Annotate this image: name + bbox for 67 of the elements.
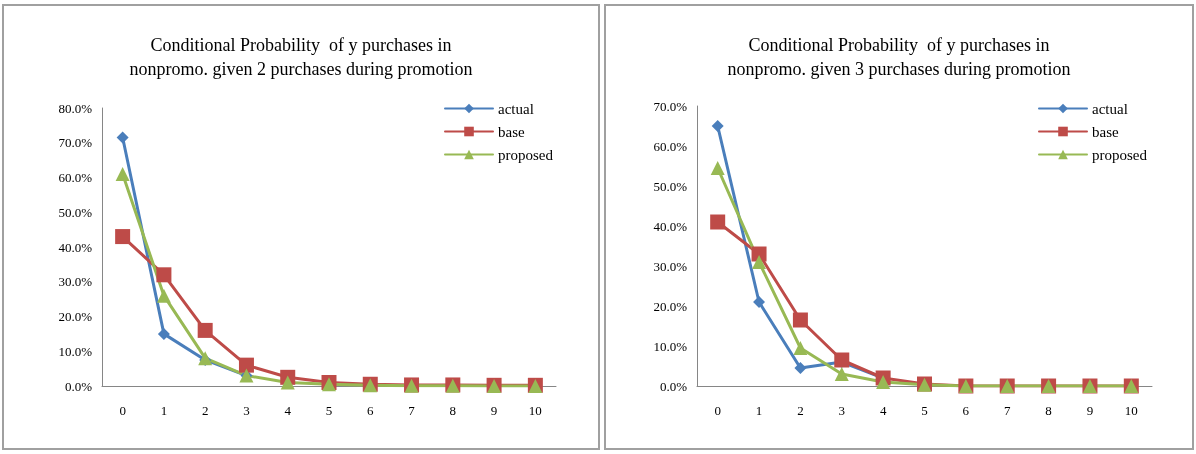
y-tick-label: 20.0% <box>653 298 688 314</box>
y-tick-label: 30.0% <box>653 258 688 274</box>
x-tick-label: 7 <box>1003 403 1011 418</box>
point <box>792 312 808 328</box>
x-tick-label: 7 <box>408 403 416 418</box>
x-tick-label: 6 <box>367 403 375 418</box>
point <box>794 362 807 374</box>
legend-label: proposed <box>1092 146 1148 163</box>
point <box>280 375 295 390</box>
chart-title: Conditional Probability of y purchases in nonpromo. given 2 purchases during promotion <box>129 35 473 79</box>
x-tick-label: 9 <box>1086 403 1094 418</box>
x-tick-label: 0 <box>119 403 126 418</box>
point <box>238 357 254 373</box>
x-tick-label: 10 <box>528 403 542 418</box>
point <box>753 296 766 308</box>
point <box>876 375 891 389</box>
point <box>115 229 131 245</box>
x-tick-label: 0 <box>714 403 721 418</box>
point <box>793 341 808 355</box>
x-tick-label: 6 <box>962 403 970 418</box>
point <box>710 161 725 175</box>
x-tick-label: 9 <box>490 403 498 418</box>
x-tick-label: 3 <box>838 403 846 418</box>
point <box>115 167 130 182</box>
point <box>197 322 213 338</box>
x-tick-label: 8 <box>1045 403 1052 418</box>
legend-label: base <box>1092 123 1119 140</box>
y-tick-label: 60.0% <box>653 138 688 154</box>
y-tick-label: 50.0% <box>653 178 688 194</box>
y-tick-label: 30.0% <box>58 274 93 290</box>
point <box>156 267 172 283</box>
x-tick-label: 5 <box>921 403 928 418</box>
chart-title: Conditional Probability of y purchases in nonpromo. given 3 purchases during promotion <box>727 35 1071 79</box>
x-tick-label: 5 <box>325 403 333 418</box>
point <box>752 255 767 269</box>
y-tick-label: 0.0% <box>659 378 688 394</box>
x-tick-label: 8 <box>449 403 457 418</box>
x-tick-label: 3 <box>243 403 250 418</box>
y-tick-label: 70.0% <box>58 135 93 151</box>
legend-label: proposed <box>498 146 554 163</box>
x-tick-label: 10 <box>1124 403 1138 418</box>
legend-label: actual <box>498 100 534 117</box>
point <box>156 288 171 303</box>
x-tick-label: 1 <box>755 403 763 418</box>
x-tick-label: 4 <box>284 403 292 418</box>
y-tick-label: 10.0% <box>58 343 93 359</box>
y-tick-label: 0.0% <box>64 378 93 394</box>
x-tick-label: 2 <box>201 403 209 418</box>
y-tick-label: 80.0% <box>58 100 93 116</box>
y-tick-label: 70.0% <box>653 98 688 114</box>
point <box>711 120 724 132</box>
x-tick-label: 2 <box>797 403 804 418</box>
y-tick-label: 40.0% <box>58 239 93 255</box>
point <box>710 214 726 230</box>
y-tick-label: 60.0% <box>58 170 93 185</box>
point <box>834 352 850 368</box>
x-tick-label: 1 <box>160 403 168 418</box>
y-tick-label: 50.0% <box>58 204 93 220</box>
y-tick-label: 20.0% <box>58 309 93 324</box>
point <box>116 131 129 144</box>
y-tick-label: 40.0% <box>653 218 688 234</box>
x-tick-label: 4 <box>879 403 887 418</box>
legend-label: actual <box>1092 100 1128 117</box>
point <box>157 327 170 340</box>
point <box>834 367 849 381</box>
legend-label: base <box>498 123 525 140</box>
y-tick-label: 10.0% <box>653 338 688 354</box>
